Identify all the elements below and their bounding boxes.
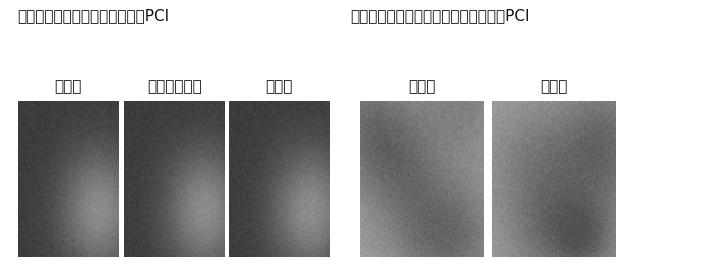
- Text: ステント拡張: ステント拡張: [147, 79, 202, 94]
- Text: 右冠動脈の慢性完全閉塞病変に対するPCI: 右冠動脈の慢性完全閉塞病変に対するPCI: [350, 8, 530, 23]
- Text: 治療後: 治療後: [540, 79, 568, 94]
- Text: 治療前: 治療前: [408, 79, 435, 94]
- Text: 治療前: 治療前: [55, 79, 81, 94]
- Text: 左前下行枝の狭窄病変に対するPCI: 左前下行枝の狭窄病変に対するPCI: [18, 8, 170, 23]
- Text: 治療後: 治療後: [266, 79, 292, 94]
